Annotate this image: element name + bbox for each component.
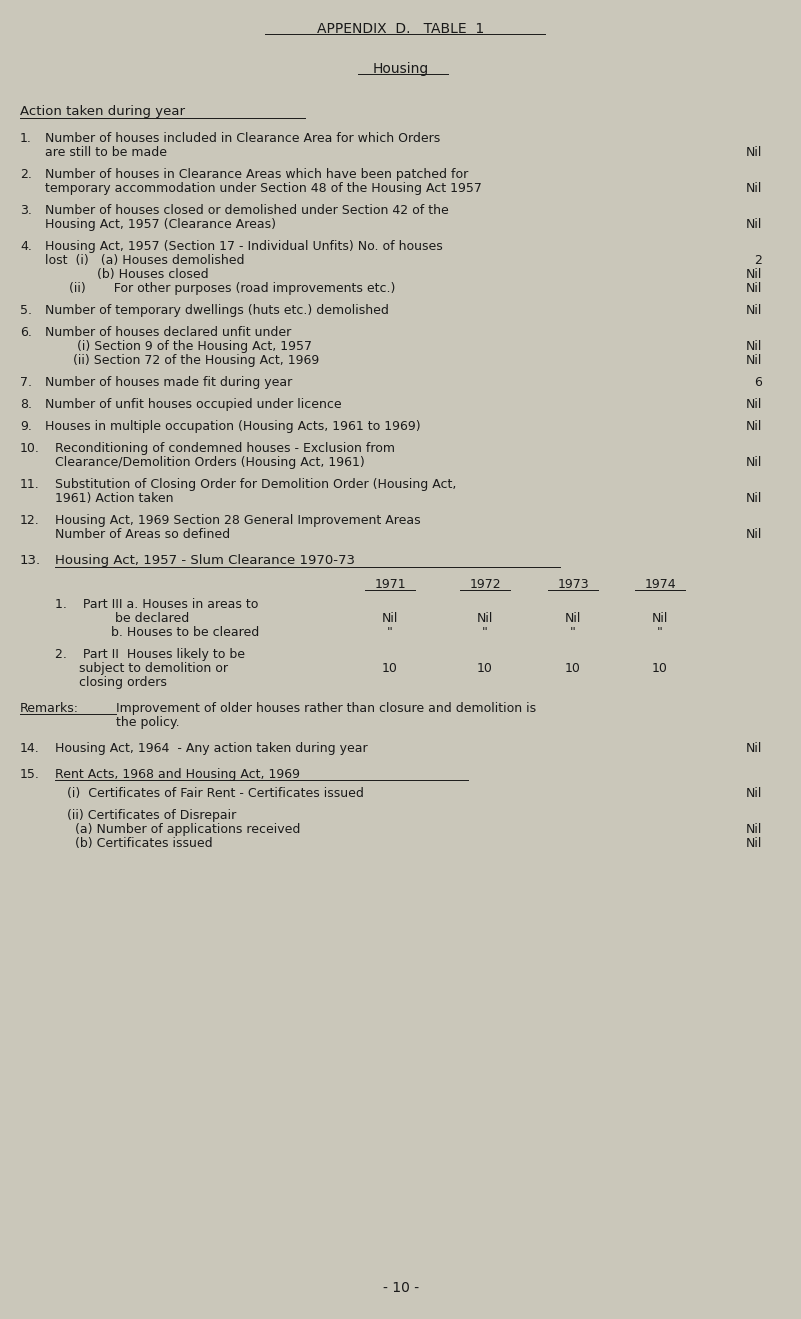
Text: 10: 10 (382, 662, 398, 675)
Text: 9.: 9. (20, 419, 32, 433)
Text: 1961) Action taken: 1961) Action taken (55, 492, 174, 505)
Text: 3.: 3. (20, 204, 32, 218)
Text: ": " (387, 627, 393, 638)
Text: Housing: Housing (373, 62, 429, 77)
Text: Nil: Nil (746, 528, 762, 541)
Text: Nil: Nil (746, 398, 762, 412)
Text: (i)  Certificates of Fair Rent - Certificates issued: (i) Certificates of Fair Rent - Certific… (67, 787, 364, 801)
Text: 10: 10 (565, 662, 581, 675)
Text: ": " (657, 627, 663, 638)
Text: Nil: Nil (746, 303, 762, 317)
Text: Number of temporary dwellings (huts etc.) demolished: Number of temporary dwellings (huts etc.… (45, 303, 388, 317)
Text: Reconditioning of condemned houses - Exclusion from: Reconditioning of condemned houses - Exc… (55, 442, 395, 455)
Text: 5.: 5. (20, 303, 32, 317)
Text: Nil: Nil (565, 612, 582, 625)
Text: 8.: 8. (20, 398, 32, 412)
Text: Nil: Nil (746, 492, 762, 505)
Text: Nil: Nil (746, 838, 762, 849)
Text: 6: 6 (754, 376, 762, 389)
Text: Nil: Nil (746, 787, 762, 801)
Text: Nil: Nil (746, 419, 762, 433)
Text: (b) Certificates issued: (b) Certificates issued (75, 838, 212, 849)
Text: Housing Act, 1969 Section 28 General Improvement Areas: Housing Act, 1969 Section 28 General Imp… (55, 514, 421, 528)
Text: 13.: 13. (20, 554, 41, 567)
Text: (i) Section 9 of the Housing Act, 1957: (i) Section 9 of the Housing Act, 1957 (61, 340, 312, 353)
Text: Nil: Nil (746, 353, 762, 367)
Text: Nil: Nil (652, 612, 668, 625)
Text: - 10 -: - 10 - (383, 1281, 419, 1295)
Text: Nil: Nil (746, 743, 762, 754)
Text: 1.    Part III a. Houses in areas to: 1. Part III a. Houses in areas to (55, 598, 259, 611)
Text: Number of Areas so defined: Number of Areas so defined (55, 528, 230, 541)
Text: Number of houses closed or demolished under Section 42 of the: Number of houses closed or demolished un… (45, 204, 449, 218)
Text: (ii) Certificates of Disrepair: (ii) Certificates of Disrepair (67, 809, 236, 822)
Text: Number of unfit houses occupied under licence: Number of unfit houses occupied under li… (45, 398, 341, 412)
Text: 14.: 14. (20, 743, 40, 754)
Text: Improvement of older houses rather than closure and demolition is: Improvement of older houses rather than … (116, 702, 536, 715)
Text: Number of houses included in Clearance Area for which Orders: Number of houses included in Clearance A… (45, 132, 441, 145)
Text: 2: 2 (754, 255, 762, 266)
Text: 1.: 1. (20, 132, 32, 145)
Text: APPENDIX  D.   TABLE  1: APPENDIX D. TABLE 1 (317, 22, 485, 36)
Text: Nil: Nil (746, 268, 762, 281)
Text: Houses in multiple occupation (Housing Acts, 1961 to 1969): Houses in multiple occupation (Housing A… (45, 419, 421, 433)
Text: lost  (i)   (a) Houses demolished: lost (i) (a) Houses demolished (45, 255, 244, 266)
Text: 1972: 1972 (469, 578, 501, 591)
Text: 12.: 12. (20, 514, 40, 528)
Text: Nil: Nil (746, 456, 762, 470)
Text: (ii) Section 72 of the Housing Act, 1969: (ii) Section 72 of the Housing Act, 1969 (61, 353, 320, 367)
Text: Number of houses in Clearance Areas which have been patched for: Number of houses in Clearance Areas whic… (45, 168, 469, 181)
Text: Remarks:: Remarks: (20, 702, 79, 715)
Text: 1971: 1971 (374, 578, 406, 591)
Text: 7.: 7. (20, 376, 32, 389)
Text: Rent Acts, 1968 and Housing Act, 1969: Rent Acts, 1968 and Housing Act, 1969 (55, 768, 300, 781)
Text: b. Houses to be cleared: b. Houses to be cleared (55, 627, 260, 638)
Text: closing orders: closing orders (55, 677, 167, 689)
Text: Housing Act, 1964  - Any action taken during year: Housing Act, 1964 - Any action taken dur… (55, 743, 368, 754)
Text: Action taken during year: Action taken during year (20, 106, 185, 117)
Text: temporary accommodation under Section 48 of the Housing Act 1957: temporary accommodation under Section 48… (45, 182, 482, 195)
Text: the policy.: the policy. (116, 716, 179, 729)
Text: Nil: Nil (746, 146, 762, 160)
Text: Clearance/Demolition Orders (Housing Act, 1961): Clearance/Demolition Orders (Housing Act… (55, 456, 364, 470)
Text: Housing Act, 1957 - Slum Clearance 1970-73: Housing Act, 1957 - Slum Clearance 1970-… (55, 554, 355, 567)
Text: Nil: Nil (477, 612, 493, 625)
Text: Nil: Nil (746, 282, 762, 295)
Text: Housing Act, 1957 (Clearance Areas): Housing Act, 1957 (Clearance Areas) (45, 218, 276, 231)
Text: ": " (570, 627, 576, 638)
Text: be declared: be declared (55, 612, 189, 625)
Text: 1973: 1973 (557, 578, 589, 591)
Text: are still to be made: are still to be made (45, 146, 167, 160)
Text: 11.: 11. (20, 477, 40, 491)
Text: 6.: 6. (20, 326, 32, 339)
Text: 4.: 4. (20, 240, 32, 253)
Text: Number of houses declared unfit under: Number of houses declared unfit under (45, 326, 292, 339)
Text: Nil: Nil (382, 612, 398, 625)
Text: 2.: 2. (20, 168, 32, 181)
Text: 2.    Part II  Houses likely to be: 2. Part II Houses likely to be (55, 648, 245, 661)
Text: 10.: 10. (20, 442, 40, 455)
Text: ": " (482, 627, 488, 638)
Text: Nil: Nil (746, 182, 762, 195)
Text: 1974: 1974 (644, 578, 676, 591)
Text: (b) Houses closed: (b) Houses closed (61, 268, 208, 281)
Text: (ii)       For other purposes (road improvements etc.): (ii) For other purposes (road improvemen… (45, 282, 396, 295)
Text: Substitution of Closing Order for Demolition Order (Housing Act,: Substitution of Closing Order for Demoli… (55, 477, 457, 491)
Text: (a) Number of applications received: (a) Number of applications received (75, 823, 300, 836)
Text: Nil: Nil (746, 218, 762, 231)
Text: Nil: Nil (746, 340, 762, 353)
Text: Number of houses made fit during year: Number of houses made fit during year (45, 376, 292, 389)
Text: subject to demolition or: subject to demolition or (55, 662, 228, 675)
Text: 15.: 15. (20, 768, 40, 781)
Text: Nil: Nil (746, 823, 762, 836)
Text: Housing Act, 1957 (Section 17 - Individual Unfits) No. of houses: Housing Act, 1957 (Section 17 - Individu… (45, 240, 443, 253)
Text: 10: 10 (477, 662, 493, 675)
Text: 10: 10 (652, 662, 668, 675)
